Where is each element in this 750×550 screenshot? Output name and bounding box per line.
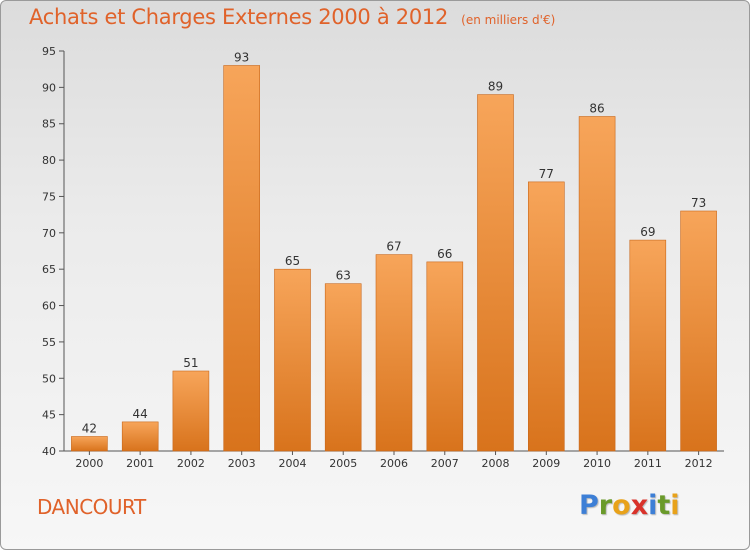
data-label: 86 (589, 101, 604, 115)
x-tick-label: 2006 (380, 457, 408, 470)
chart-title: Achats et Charges Externes 2000 à 2012 (29, 5, 449, 29)
logo-letter: t (657, 490, 671, 521)
data-label: 67 (386, 240, 401, 254)
data-label: 69 (640, 225, 655, 239)
x-tick-label: 2007 (431, 457, 459, 470)
proxiti-logo[interactable]: Proxiti (579, 490, 680, 521)
x-tick-label: 2011 (634, 457, 662, 470)
data-label: 73 (691, 196, 706, 210)
x-tick-label: 2001 (126, 457, 154, 470)
logo-letter: i (648, 490, 658, 521)
bar (527, 181, 565, 452)
data-label: 89 (488, 80, 503, 94)
data-label: 65 (285, 254, 300, 268)
y-tick-label: 90 (42, 81, 56, 94)
bar (172, 370, 210, 452)
x-tick-label: 2004 (278, 457, 306, 470)
x-tick-label: 2010 (583, 457, 611, 470)
x-tick-label: 2002 (177, 457, 205, 470)
bar (680, 210, 717, 452)
bar (578, 116, 616, 452)
value-labels: 42 44 51 93 65 63 67 66 89 77 86 69 73 (82, 51, 707, 436)
data-label: 66 (437, 247, 452, 261)
data-label: 42 (82, 421, 97, 435)
x-tick-label: 2012 (685, 457, 713, 470)
bar (71, 436, 108, 452)
y-tick-label: 45 (42, 409, 56, 422)
y-tick-label: 85 (42, 118, 56, 131)
axes: 40 45 50 55 60 65 70 75 80 85 90 95 2000 2001 2002 2003… (42, 45, 724, 470)
logo-letter: o (612, 490, 631, 521)
data-label: 63 (336, 269, 351, 283)
bar (375, 254, 413, 452)
y-tick-label: 65 (42, 263, 56, 276)
commune-name: DANCOURT (37, 495, 146, 519)
y-tick-label: 60 (42, 300, 56, 313)
y-tick-label: 40 (42, 445, 56, 458)
title-row: Achats et Charges Externes 2000 à 2012 (… (29, 5, 555, 29)
x-tick-label: 2005 (329, 457, 357, 470)
logo-letter: P (579, 490, 599, 521)
x-tick-label: 2003 (228, 457, 256, 470)
data-label: 44 (133, 407, 148, 421)
data-label: 51 (183, 356, 198, 370)
bars (71, 65, 717, 452)
chart-subtitle: (en milliers d'€) (461, 13, 556, 27)
bar (629, 239, 667, 452)
x-tick-label: 2009 (532, 457, 560, 470)
bar (477, 94, 514, 452)
y-tick-label: 50 (42, 372, 56, 385)
logo-letter: r (598, 490, 613, 521)
y-tick-label: 95 (42, 45, 56, 58)
bar (121, 421, 159, 452)
y-tick-label: 75 (42, 190, 56, 203)
bar (274, 268, 311, 452)
data-label: 93 (234, 51, 249, 65)
logo-letter: i (670, 490, 680, 521)
bar (426, 261, 464, 452)
x-tick-label: 2008 (482, 457, 510, 470)
bar (223, 65, 260, 452)
y-tick-label: 55 (42, 336, 56, 349)
bar (324, 283, 362, 452)
y-tick-label: 80 (42, 154, 56, 167)
logo-letter: x (630, 490, 649, 521)
x-tick-label: 2000 (75, 457, 103, 470)
y-tick-label: 70 (42, 227, 56, 240)
data-label: 77 (539, 167, 554, 181)
